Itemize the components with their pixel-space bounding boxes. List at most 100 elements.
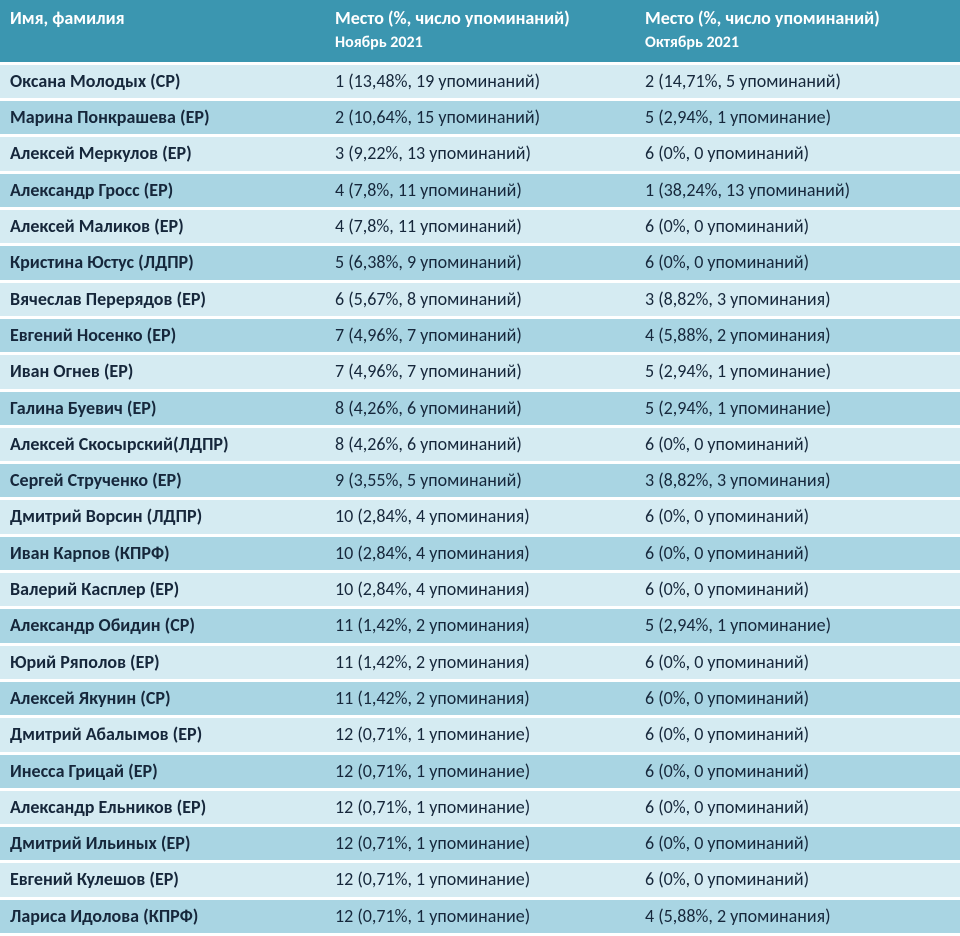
cell-oct: 5 (2,94%, 1 упоминание) <box>635 101 960 134</box>
cell-nov: 10 (2,84%, 4 упоминания) <box>325 500 635 533</box>
table-row: Юрий Ряполов (ЕР)11 (1,42%, 2 упоминания… <box>0 646 960 679</box>
cell-oct: 6 (0%, 0 упоминаний) <box>635 718 960 751</box>
cell-oct: 5 (2,94%, 1 упоминание) <box>635 392 960 425</box>
cell-name: Дмитрий Ворсин (ЛДПР) <box>0 500 325 533</box>
table-row: Дмитрий Ворсин (ЛДПР)10 (2,84%, 4 упомин… <box>0 500 960 533</box>
table-row: Лариса Идолова (КПРФ)12 (0,71%, 1 упомин… <box>0 900 960 933</box>
table-row: Алексей Якунин (СР)11 (1,42%, 2 упоминан… <box>0 682 960 715</box>
cell-nov: 8 (4,26%, 6 упоминаний) <box>325 392 635 425</box>
table-row: Марина Понкрашева (ЕР)2 (10,64%, 15 упом… <box>0 101 960 134</box>
header-cell-subtitle: Октябрь 2021 <box>645 32 950 54</box>
cell-oct: 6 (0%, 0 упоминаний) <box>635 863 960 896</box>
cell-oct: 2 (14,71%, 5 упоминаний) <box>635 65 960 98</box>
cell-oct: 6 (0%, 0 упоминаний) <box>635 755 960 788</box>
table-row: Евгений Носенко (ЕР)7 (4,96%, 7 упоминан… <box>0 319 960 352</box>
cell-name: Евгений Кулешов (ЕР) <box>0 863 325 896</box>
cell-name: Иван Огнев (ЕР) <box>0 355 325 388</box>
table-row: Вячеслав Перерядов (ЕР)6 (5,67%, 8 упоми… <box>0 283 960 316</box>
cell-oct: 6 (0%, 0 упоминаний) <box>635 246 960 279</box>
table-row: Дмитрий Абалымов (ЕР)12 (0,71%, 1 упомин… <box>0 718 960 751</box>
cell-name: Алексей Скосырский(ЛДПР) <box>0 428 325 461</box>
cell-nov: 10 (2,84%, 4 упоминания) <box>325 537 635 570</box>
mentions-table: Имя, фамилия Место (%, число упоминаний) Н… <box>0 0 960 62</box>
cell-nov: 12 (0,71%, 1 упоминание) <box>325 791 635 824</box>
cell-name: Инесса Грицай (ЕР) <box>0 755 325 788</box>
header-cell-title: Место (%, число упоминаний) <box>335 7 570 29</box>
cell-nov: 4 (7,8%, 11 упоминаний) <box>325 210 635 243</box>
table-row: Александр Гросс (ЕР)4 (7,8%, 11 упоминан… <box>0 174 960 207</box>
cell-oct: 3 (8,82%, 3 упоминания) <box>635 464 960 497</box>
header-cell-subtitle: Ноябрь 2021 <box>335 32 625 54</box>
table-header: Имя, фамилия Место (%, число упоминаний) Н… <box>0 0 960 62</box>
cell-nov: 3 (9,22%, 13 упоминаний) <box>325 137 635 170</box>
cell-name: Кристина Юстус (ЛДПР) <box>0 246 325 279</box>
cell-nov: 6 (5,67%, 8 упоминаний) <box>325 283 635 316</box>
cell-nov: 2 (10,64%, 15 упоминаний) <box>325 101 635 134</box>
cell-name: Александр Ельников (ЕР) <box>0 791 325 824</box>
cell-oct: 6 (0%, 0 упоминаний) <box>635 137 960 170</box>
table-row: Иван Огнев (ЕР)7 (4,96%, 7 упоминаний)5 … <box>0 355 960 388</box>
cell-nov: 7 (4,96%, 7 упоминаний) <box>325 355 635 388</box>
cell-name: Александр Обидин (СР) <box>0 609 325 642</box>
cell-name: Вячеслав Перерядов (ЕР) <box>0 283 325 316</box>
cell-oct: 6 (0%, 0 упоминаний) <box>635 791 960 824</box>
table-row: Евгений Кулешов (ЕР)12 (0,71%, 1 упомина… <box>0 863 960 896</box>
cell-oct: 5 (2,94%, 1 упоминание) <box>635 609 960 642</box>
cell-name: Алексей Меркулов (ЕР) <box>0 137 325 170</box>
cell-nov: 12 (0,71%, 1 упоминание) <box>325 863 635 896</box>
cell-oct: 6 (0%, 0 упоминаний) <box>635 428 960 461</box>
cell-name: Оксана Молодых (СР) <box>0 65 325 98</box>
cell-nov: 7 (4,96%, 7 упоминаний) <box>325 319 635 352</box>
header-cell-title: Имя, фамилия <box>10 7 125 29</box>
cell-nov: 12 (0,71%, 1 упоминание) <box>325 827 635 860</box>
cell-nov: 11 (1,42%, 2 упоминания) <box>325 682 635 715</box>
cell-nov: 5 (6,38%, 9 упоминаний) <box>325 246 635 279</box>
table-row: Оксана Молодых (СР)1 (13,48%, 19 упомина… <box>0 65 960 98</box>
cell-nov: 9 (3,55%, 5 упоминаний) <box>325 464 635 497</box>
cell-oct: 6 (0%, 0 упоминаний) <box>635 210 960 243</box>
cell-name: Евгений Носенко (ЕР) <box>0 319 325 352</box>
cell-name: Сергей Струченко (ЕР) <box>0 464 325 497</box>
cell-name: Иван Карпов (КПРФ) <box>0 537 325 570</box>
cell-name: Дмитрий Ильиных (ЕР) <box>0 827 325 860</box>
cell-oct: 6 (0%, 0 упоминаний) <box>635 827 960 860</box>
table-row: Алексей Маликов (ЕР)4 (7,8%, 11 упоминан… <box>0 210 960 243</box>
table-row: Кристина Юстус (ЛДПР)5 (6,38%, 9 упомина… <box>0 246 960 279</box>
table-row: Дмитрий Ильиных (ЕР)12 (0,71%, 1 упомина… <box>0 827 960 860</box>
table-row: Валерий Касплер (ЕР)10 (2,84%, 4 упомина… <box>0 573 960 606</box>
cell-name: Галина Буевич (ЕР) <box>0 392 325 425</box>
cell-name: Юрий Ряполов (ЕР) <box>0 646 325 679</box>
cell-name: Лариса Идолова (КПРФ) <box>0 900 325 933</box>
cell-oct: 6 (0%, 0 упоминаний) <box>635 646 960 679</box>
cell-name: Валерий Касплер (ЕР) <box>0 573 325 606</box>
cell-name: Марина Понкрашева (ЕР) <box>0 101 325 134</box>
header-cell: Место (%, число упоминаний) Октябрь 2021 <box>635 0 960 62</box>
header-cell: Имя, фамилия <box>0 0 325 62</box>
cell-name: Дмитрий Абалымов (ЕР) <box>0 718 325 751</box>
table-row: Алексей Скосырский(ЛДПР)8 (4,26%, 6 упом… <box>0 428 960 461</box>
cell-name: Александр Гросс (ЕР) <box>0 174 325 207</box>
table-row: Инесса Грицай (ЕР)12 (0,71%, 1 упоминани… <box>0 755 960 788</box>
table-row: Александр Ельников (ЕР)12 (0,71%, 1 упом… <box>0 791 960 824</box>
cell-nov: 1 (13,48%, 19 упоминаний) <box>325 65 635 98</box>
mentions-table-container: Имя, фамилия Место (%, число упоминаний) Н… <box>0 0 960 936</box>
cell-oct: 6 (0%, 0 упоминаний) <box>635 682 960 715</box>
table-row: Алексей Меркулов (ЕР)3 (9,22%, 13 упомин… <box>0 137 960 170</box>
cell-nov: 11 (1,42%, 2 упоминания) <box>325 609 635 642</box>
table-row: Иван Карпов (КПРФ)10 (2,84%, 4 упоминани… <box>0 537 960 570</box>
cell-nov: 4 (7,8%, 11 упоминаний) <box>325 174 635 207</box>
cell-oct: 4 (5,88%, 2 упоминания) <box>635 900 960 933</box>
cell-oct: 1 (38,24%, 13 упоминаний) <box>635 174 960 207</box>
cell-oct: 6 (0%, 0 упоминаний) <box>635 573 960 606</box>
table-row: Александр Обидин (СР)11 (1,42%, 2 упомин… <box>0 609 960 642</box>
cell-nov: 11 (1,42%, 2 упоминания) <box>325 646 635 679</box>
cell-oct: 6 (0%, 0 упоминаний) <box>635 500 960 533</box>
header-cell-title: Место (%, число упоминаний) <box>645 7 880 29</box>
cell-nov: 12 (0,71%, 1 упоминание) <box>325 718 635 751</box>
table-row: Сергей Струченко (ЕР)9 (3,55%, 5 упомина… <box>0 464 960 497</box>
cell-oct: 6 (0%, 0 упоминаний) <box>635 537 960 570</box>
cell-nov: 12 (0,71%, 1 упоминание) <box>325 755 635 788</box>
cell-nov: 10 (2,84%, 4 упоминания) <box>325 573 635 606</box>
cell-oct: 3 (8,82%, 3 упоминания) <box>635 283 960 316</box>
cell-name: Алексей Маликов (ЕР) <box>0 210 325 243</box>
